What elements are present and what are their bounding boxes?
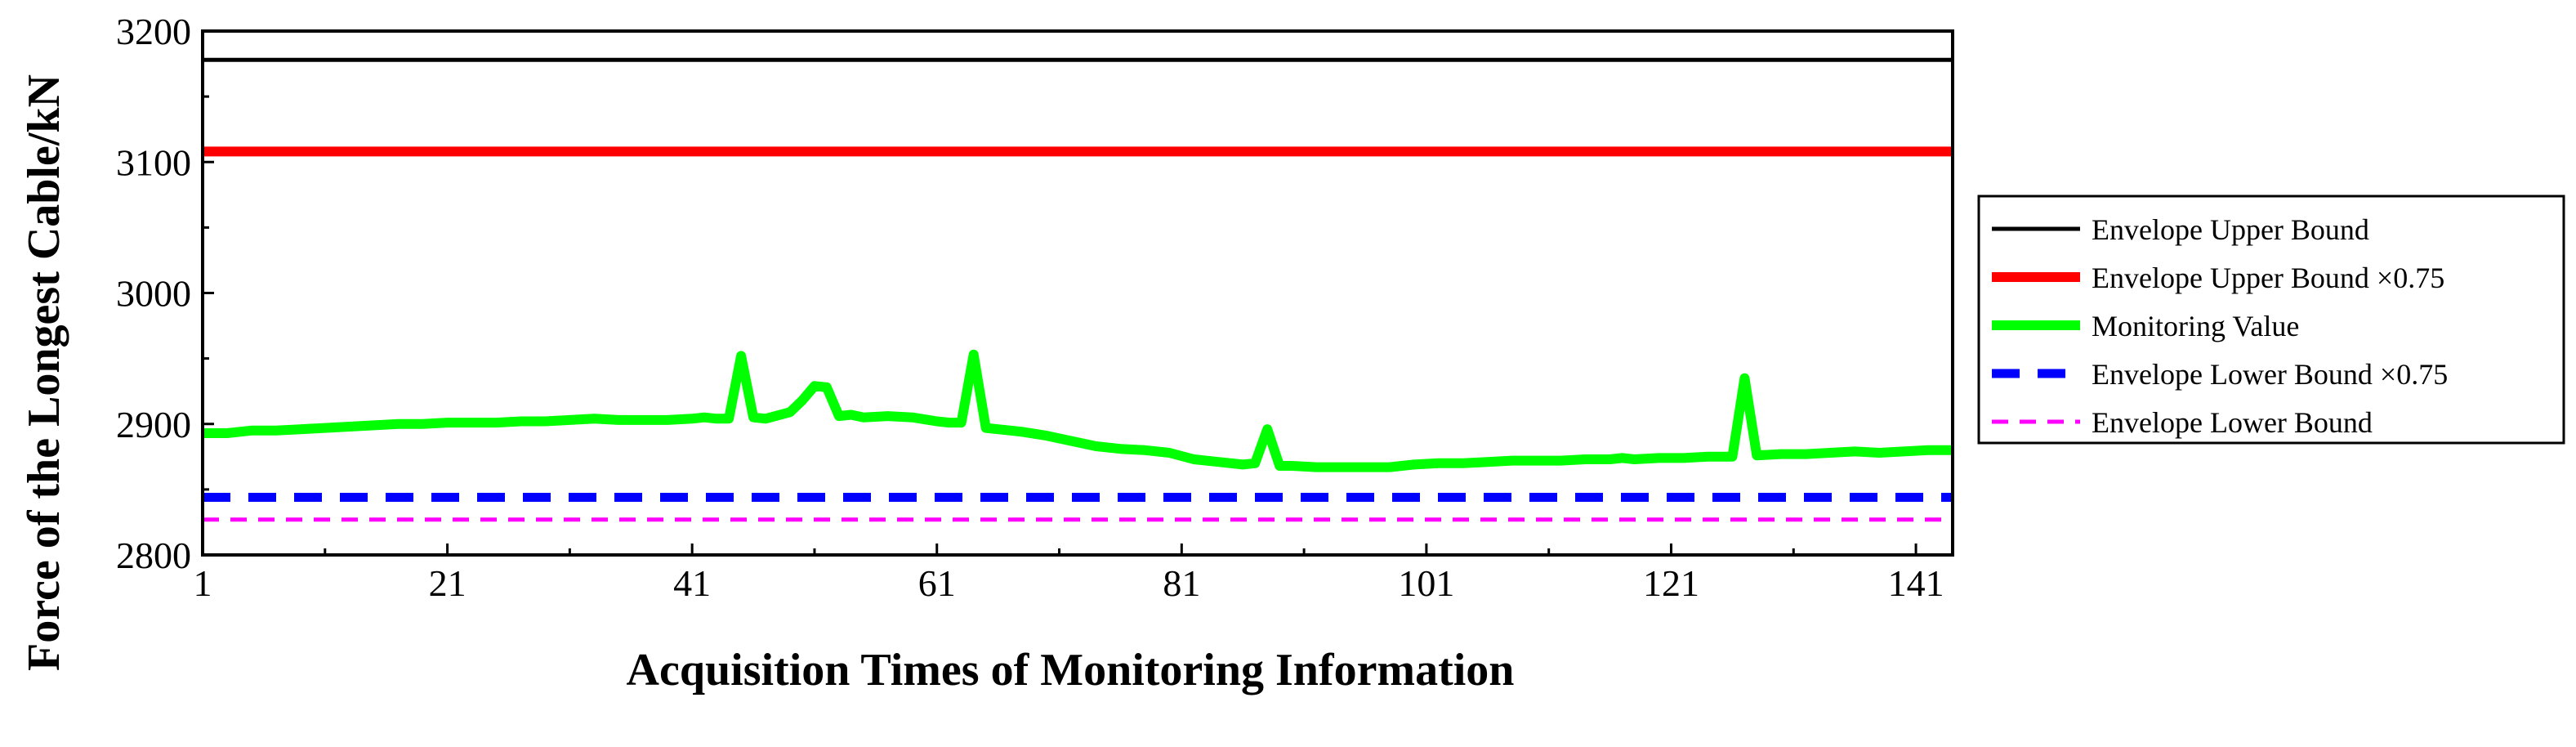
chart-legend: Envelope Upper Bound Envelope Upper Bound… (1977, 195, 2565, 445)
legend-box (1977, 195, 2565, 445)
y-axis-title: Force of the Longest Cable/kN (19, 74, 69, 671)
legend-label-5: Envelope Lower Bound (2092, 406, 2373, 439)
x-tick-label: 1 (194, 562, 212, 604)
x-tick-label: 141 (1888, 562, 1944, 604)
x-tick-label: 81 (1163, 562, 1200, 604)
x-tick-label: 61 (918, 562, 956, 604)
series-line-3 (203, 349, 1953, 472)
plot-frame (201, 29, 1954, 557)
x-axis-title: Acquisition Times of Monitoring Informat… (627, 645, 1515, 696)
x-tick-label: 41 (673, 562, 711, 604)
y-tick-label: 2800 (116, 535, 191, 576)
y-tick-label: 3000 (116, 273, 191, 315)
legend-label-2: Envelope Upper Bound ×0.75 (2092, 262, 2444, 294)
x-tick-label: 101 (1398, 562, 1454, 604)
chart-marks (203, 57, 1953, 522)
y-tick-label: 3100 (116, 141, 191, 183)
legend-label-4: Envelope Lower Bound ×0.75 (2092, 358, 2448, 391)
x-tick-label: 121 (1643, 562, 1699, 604)
legend-label-3: Monitoring Value (2092, 310, 2299, 342)
legend-label-1: Envelope Upper Bound (2092, 213, 2369, 246)
x-tick-label: 21 (429, 562, 467, 604)
y-tick-label: 2900 (116, 404, 191, 445)
y-tick-label: 3200 (116, 11, 191, 52)
